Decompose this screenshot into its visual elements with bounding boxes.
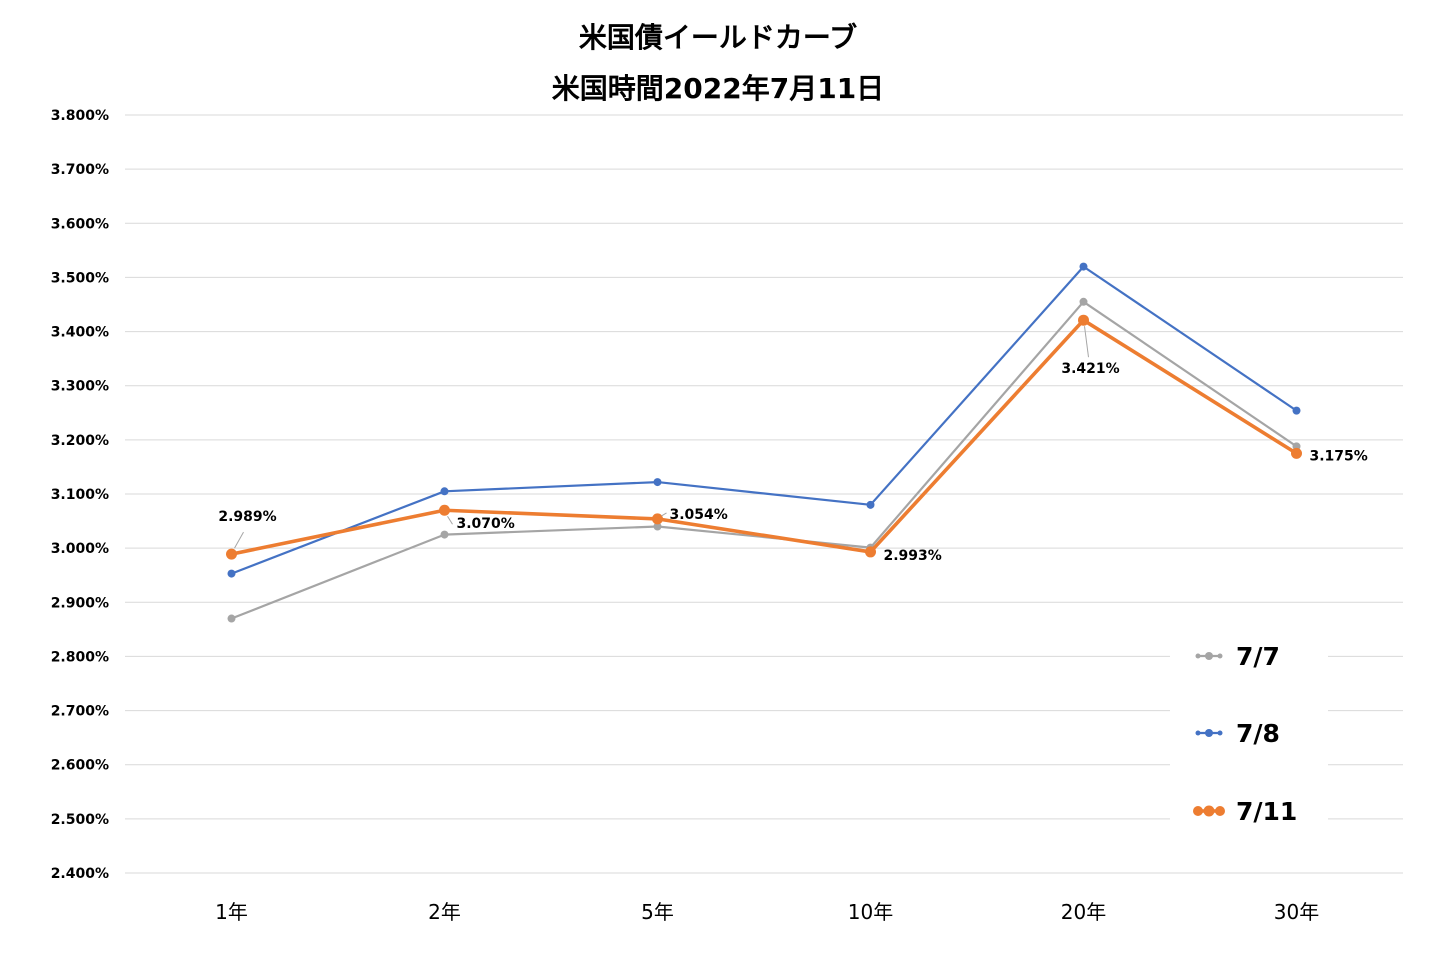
legend-end-dot	[1217, 653, 1223, 659]
data-label: 3.175%	[1310, 448, 1368, 464]
data-label-leader	[234, 531, 244, 549]
x-tick-label: 20年	[1061, 900, 1106, 924]
data-point	[1079, 297, 1088, 306]
data-point	[227, 614, 236, 623]
x-tick-label: 10年	[848, 900, 893, 924]
y-tick-label: 2.400%	[51, 866, 109, 882]
y-tick-label: 3.600%	[51, 216, 109, 232]
data-point	[652, 513, 663, 525]
data-labels: 2.989% 3.070% 3.054% 2.993% 3.421% 3.175%	[218, 326, 1368, 564]
y-tick-label: 3.700%	[51, 162, 109, 178]
data-point	[865, 546, 876, 558]
data-point	[866, 500, 875, 509]
data-point	[439, 504, 450, 516]
legend-end-dot	[1195, 653, 1201, 659]
legend-item: 7/7	[1195, 642, 1280, 671]
series-7-11	[226, 314, 1302, 560]
x-tick-label: 1年	[215, 900, 248, 924]
data-label: 3.054%	[670, 507, 728, 523]
series-lines	[226, 262, 1302, 623]
y-tick-label: 3.100%	[51, 487, 109, 503]
chart-subtitle: 米国時間2022年7月11日	[552, 72, 884, 105]
legend-label: 7/7	[1236, 642, 1280, 671]
legend: 7/7 7/8 7/11	[1170, 626, 1328, 840]
legend-marker	[1205, 729, 1213, 737]
legend-item: 7/8	[1195, 719, 1280, 748]
data-point	[440, 487, 449, 496]
y-tick-label: 3.200%	[51, 433, 109, 449]
legend-end-dot	[1215, 806, 1225, 816]
legend-end-dot	[1217, 730, 1223, 736]
legend-marker	[1205, 652, 1213, 660]
x-tick-label: 5年	[641, 900, 674, 924]
data-point	[653, 478, 662, 487]
legend-end-dot	[1193, 806, 1203, 816]
data-point	[1079, 262, 1088, 271]
x-tick-label: 30年	[1274, 900, 1319, 924]
series-line	[231, 318, 1298, 556]
data-point	[1292, 406, 1301, 415]
y-tick-label: 3.400%	[51, 325, 109, 341]
series-7-8	[227, 262, 1301, 578]
data-point	[226, 548, 237, 560]
x-tick-label: 2年	[428, 900, 461, 924]
y-tick-label: 2.700%	[51, 704, 109, 720]
data-label: 3.421%	[1061, 361, 1119, 377]
data-point	[653, 522, 662, 531]
data-label: 2.989%	[218, 509, 276, 525]
y-tick-label: 2.600%	[51, 758, 109, 774]
y-tick-label: 3.300%	[51, 379, 109, 395]
legend-end-dot	[1195, 730, 1201, 736]
y-tick-label: 2.800%	[51, 649, 109, 665]
data-point	[440, 530, 449, 539]
data-label: 2.993%	[884, 548, 942, 564]
data-label-leader	[661, 512, 667, 517]
y-axis-tick-labels: 3.800% 3.700% 3.600% 3.500% 3.400% 3.300% 3.20…	[51, 108, 109, 882]
data-label-leader	[1084, 326, 1089, 358]
data-point	[1291, 447, 1302, 459]
y-tick-label: 2.500%	[51, 812, 109, 828]
y-tick-label: 2.900%	[51, 595, 109, 611]
legend-marker	[1203, 805, 1215, 817]
y-tick-label: 3.000%	[51, 541, 109, 557]
series-line	[231, 265, 1298, 575]
data-point	[227, 569, 236, 578]
legend-label: 7/8	[1236, 719, 1280, 748]
data-point	[1078, 314, 1089, 326]
chart-title: 米国債イールドカーブ	[579, 21, 857, 54]
legend-item: 7/11	[1193, 797, 1297, 826]
x-axis-tick-labels: 1年 2年 5年 10年 20年 30年	[215, 900, 1319, 924]
legend-label: 7/11	[1236, 797, 1297, 826]
data-label-leader	[447, 515, 453, 525]
data-label: 3.070%	[457, 516, 515, 532]
y-tick-label: 3.800%	[51, 108, 109, 124]
y-tick-label: 3.500%	[51, 270, 109, 286]
